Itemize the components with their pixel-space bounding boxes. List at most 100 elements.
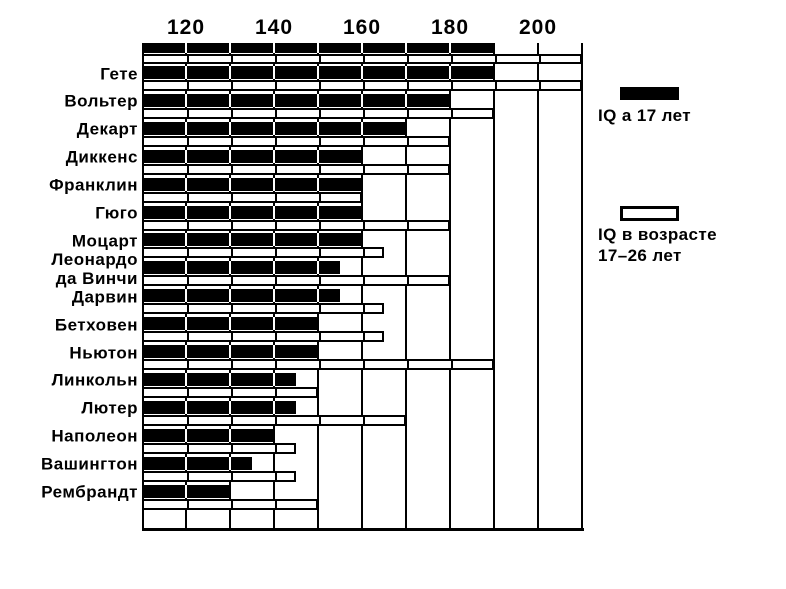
- bar-iq17-26-row-9: [142, 331, 384, 343]
- gridline-notch: [363, 415, 365, 425]
- gridline-notch: [317, 233, 319, 247]
- gridline-notch: [231, 55, 233, 63]
- bar-iq17-26-row-5: [142, 219, 450, 231]
- bar-iq17-row-0: [142, 66, 494, 79]
- gridline-notch: [229, 345, 231, 358]
- gridline-notch: [229, 66, 231, 79]
- gridline-notch: [319, 248, 321, 258]
- bar-iq17-row-5: [142, 205, 362, 219]
- gridline-notch: [187, 108, 189, 118]
- gridline-notch: [407, 108, 409, 118]
- bar-iq17-row-10: [142, 345, 318, 358]
- gridline-notch: [231, 192, 233, 202]
- bar-iq17-26-row-3: [142, 163, 450, 175]
- gridline-notch: [273, 205, 275, 219]
- scale-band-white: [142, 54, 582, 64]
- row-label: Ньютон: [69, 343, 138, 362]
- gridline-notch: [275, 192, 277, 202]
- gridline-notch: [319, 108, 321, 118]
- x-axis-line: [142, 528, 584, 531]
- gridline-notch: [449, 43, 451, 53]
- bar-iq17-26-row-12: [142, 414, 406, 426]
- gridline-notch: [317, 93, 319, 107]
- bar-iq17-row-7: [142, 261, 340, 275]
- bar-iq17-26-row-6: [142, 247, 384, 259]
- gridline-notch: [187, 499, 189, 509]
- scale-band-black: [142, 43, 494, 53]
- row-label: Леонардо да Винчи: [51, 249, 138, 288]
- gridline-notch: [231, 304, 233, 314]
- gridline-notch: [231, 332, 233, 342]
- bar-iq17-26-row-15: [142, 498, 318, 510]
- bar-iq17-row-4: [142, 177, 362, 191]
- gridline-notch: [451, 360, 453, 369]
- gridline-notch: [539, 81, 541, 90]
- gridline-notch: [273, 66, 275, 79]
- bar-iq17-26-row-1: [142, 107, 494, 119]
- gridline-notch: [187, 248, 189, 258]
- row-label: Вашингтон: [41, 454, 138, 474]
- gridline-notch: [187, 443, 189, 453]
- gridline-notch: [185, 428, 187, 442]
- gridline-notch: [187, 360, 189, 369]
- gridline-notch: [185, 317, 187, 331]
- gridline-notch: [407, 220, 409, 230]
- bar-iq17-26-row-10: [142, 359, 494, 370]
- gridline-notch: [363, 332, 365, 342]
- gridline-notch: [361, 121, 363, 135]
- gridline-notch: [187, 471, 189, 481]
- legend-swatch-iq17-26: [620, 206, 679, 221]
- gridline-notch: [187, 304, 189, 314]
- gridline-notch: [185, 372, 187, 386]
- gridline-notch: [273, 177, 275, 191]
- gridline-notch: [187, 220, 189, 230]
- gridline-notch: [231, 443, 233, 453]
- gridline-notch: [361, 66, 363, 79]
- gridline-notch: [275, 415, 277, 425]
- x-tick-label: 160: [342, 16, 382, 39]
- gridline-notch: [317, 149, 319, 163]
- gridline-notch: [231, 81, 233, 90]
- gridline-notch: [231, 387, 233, 397]
- gridline-notch: [451, 55, 453, 63]
- gridline-notch: [273, 400, 275, 414]
- gridline-notch: [495, 81, 497, 90]
- gridline-notch: [231, 164, 233, 174]
- gridline-notch: [185, 66, 187, 79]
- row-label: Дарвин: [71, 287, 138, 307]
- gridline-notch: [187, 164, 189, 174]
- gridline-notch: [273, 372, 275, 386]
- gridline-notch: [185, 149, 187, 163]
- gridline-notch: [451, 81, 453, 90]
- gridline-notch: [495, 55, 497, 63]
- gridline-notch: [231, 499, 233, 509]
- bar-iq17-row-6: [142, 233, 362, 247]
- gridline-notch: [231, 108, 233, 118]
- row-label: Рембрандт: [41, 482, 138, 502]
- gridline-notch: [185, 289, 187, 303]
- gridline-notch: [361, 93, 363, 107]
- gridline-notch: [273, 289, 275, 303]
- gridline-notch: [363, 55, 365, 63]
- gridline-notch: [229, 317, 231, 331]
- gridline-notch: [231, 360, 233, 369]
- gridline-notch: [229, 93, 231, 107]
- row-label: Декарт: [76, 119, 138, 139]
- gridline-notch: [185, 345, 187, 358]
- gridline-notch: [319, 192, 321, 202]
- gridline-notch: [229, 149, 231, 163]
- gridline-notch: [187, 136, 189, 146]
- gridline-notch: [361, 43, 363, 53]
- gridline-notch: [405, 66, 407, 79]
- gridline-notch: [363, 108, 365, 118]
- gridline-notch: [273, 121, 275, 135]
- gridline-notch: [275, 55, 277, 63]
- gridline-notch: [363, 136, 365, 146]
- gridline-notch: [539, 55, 541, 63]
- row-label: Наполеон: [51, 426, 138, 446]
- gridline-notch: [363, 360, 365, 369]
- gridline: [493, 43, 495, 528]
- gridline-notch: [275, 108, 277, 118]
